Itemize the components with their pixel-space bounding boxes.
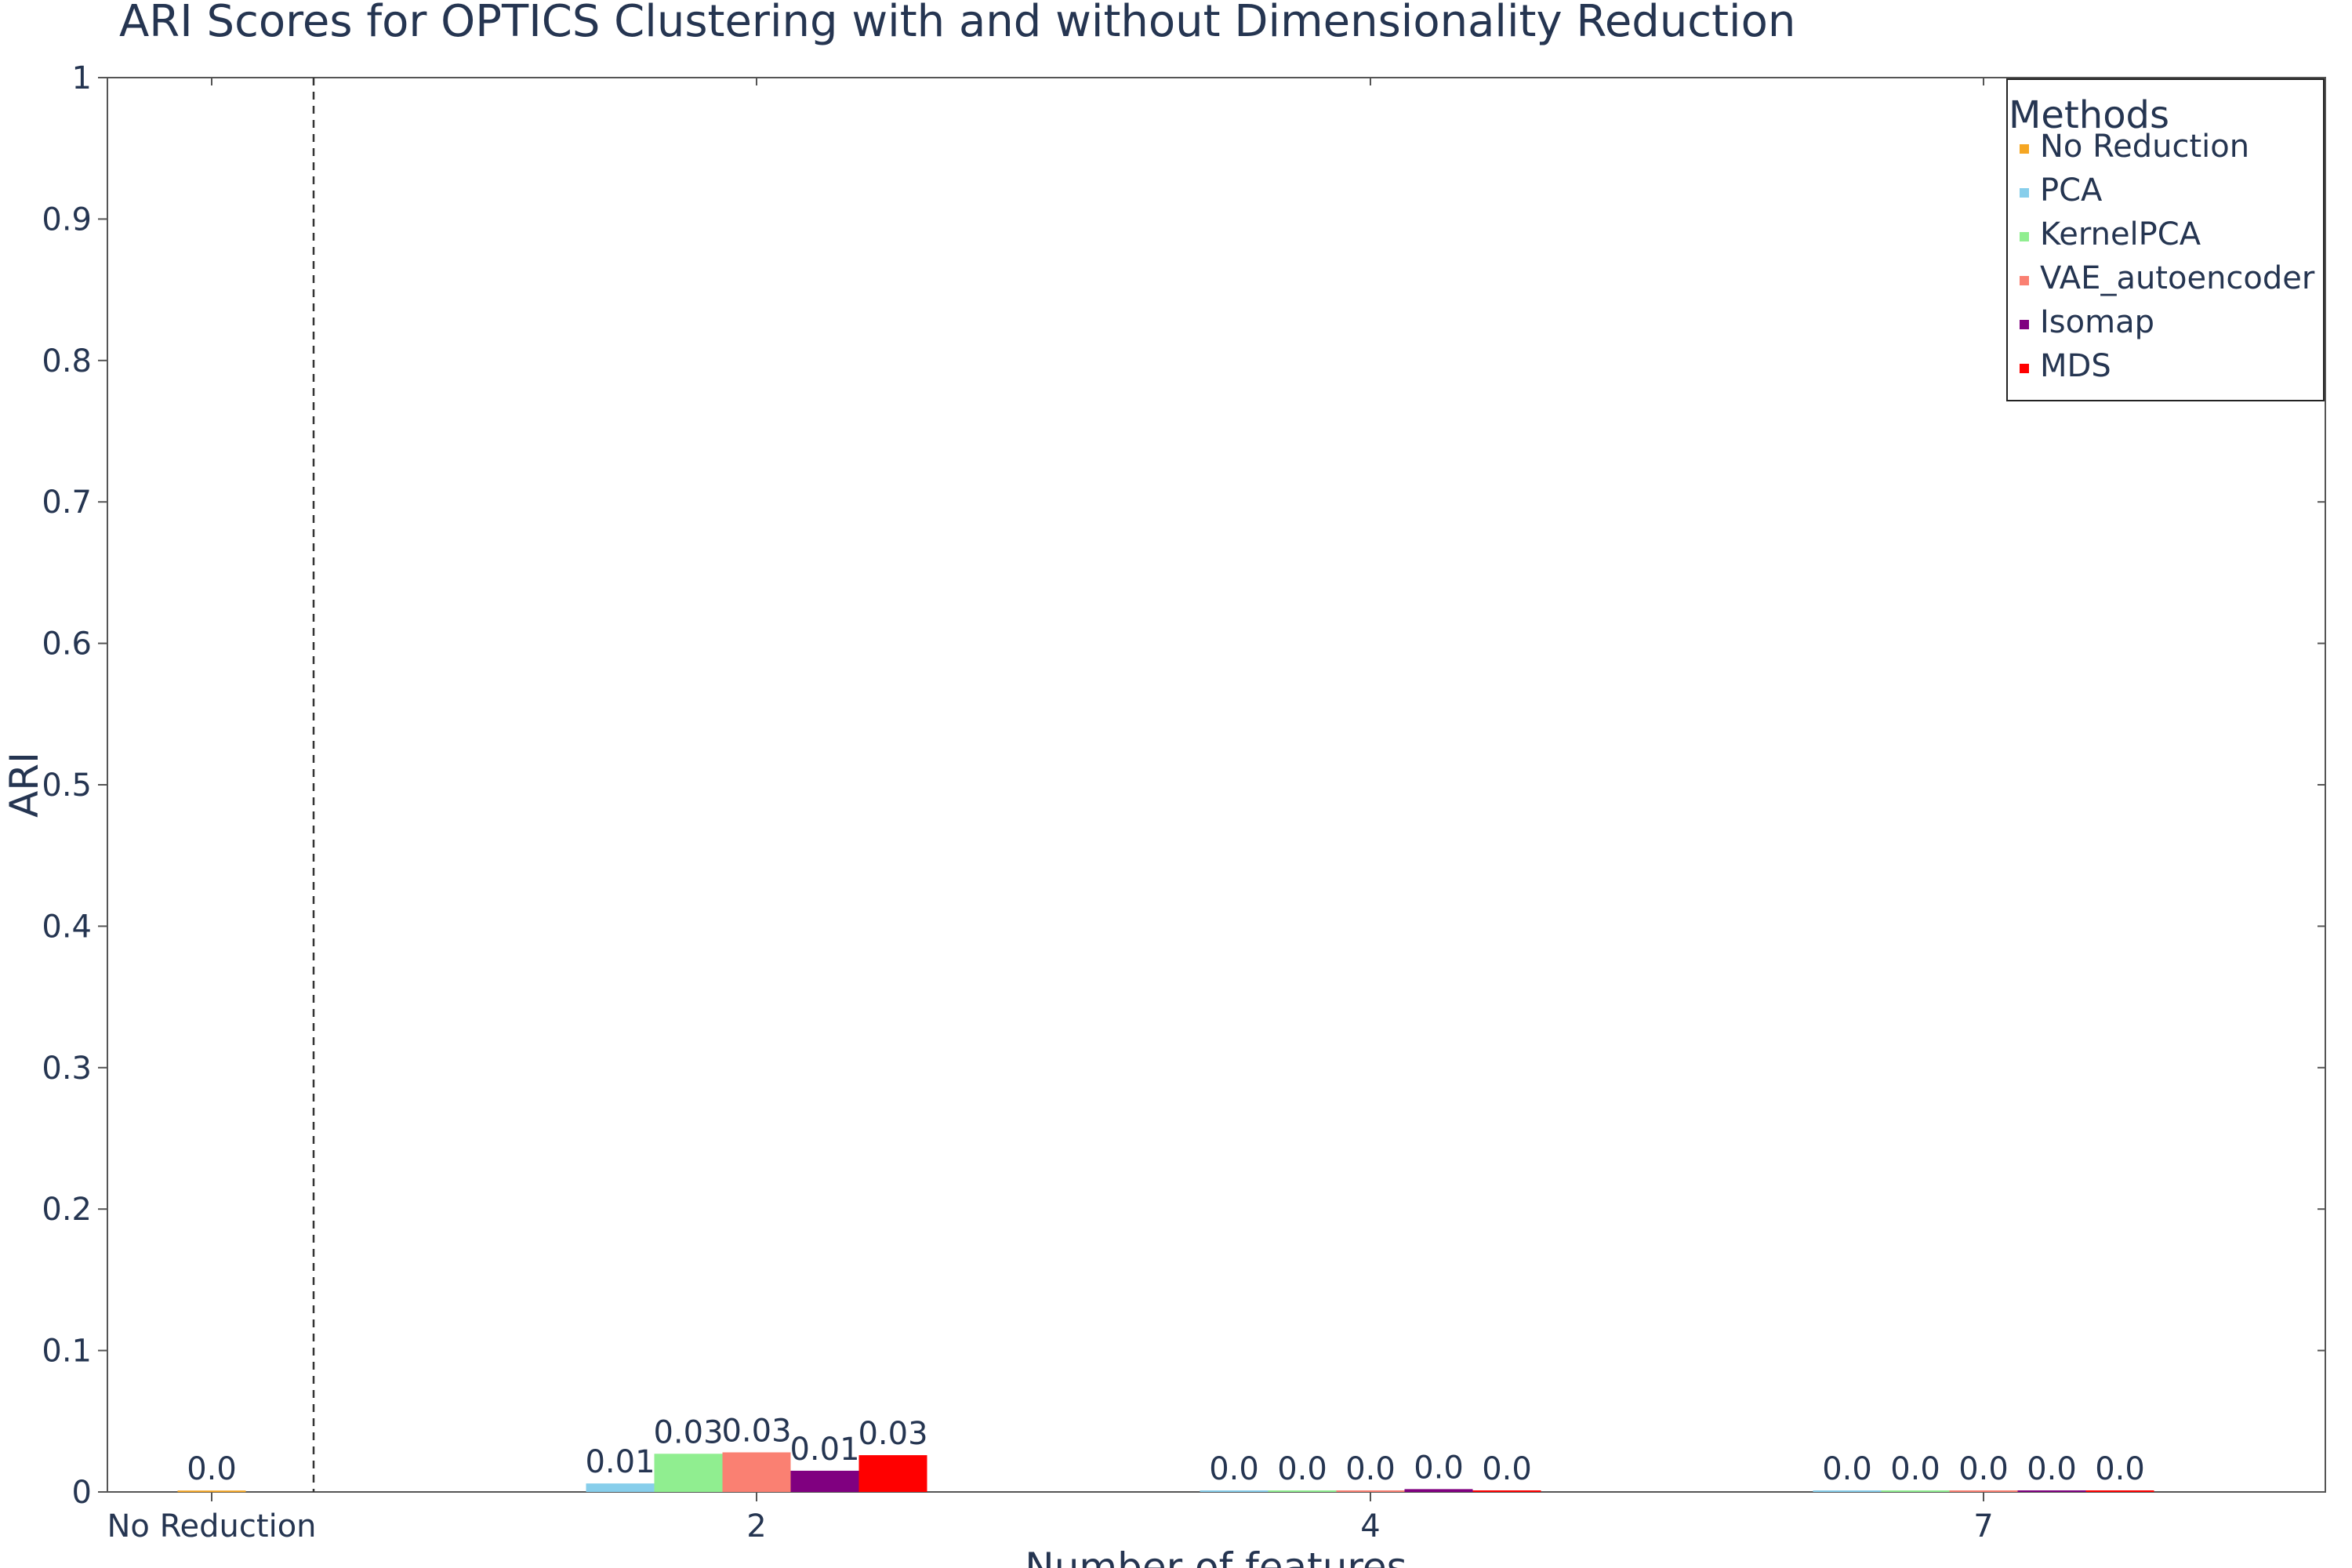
chart-title: ARI Scores for OPTICS Clustering with an… — [119, 0, 1795, 47]
legend-swatch — [2020, 144, 2029, 154]
bar-mds — [2085, 1490, 2154, 1492]
bar-no-reduction — [177, 1490, 246, 1493]
bar-label: 0.0 — [1958, 1451, 2009, 1487]
legend-title: Methods — [2009, 93, 2169, 137]
legend-swatch — [2020, 232, 2029, 241]
y-tick-label: 0.4 — [42, 909, 92, 945]
legend-label: Isomap — [2040, 304, 2154, 340]
legend-swatch — [2020, 276, 2029, 285]
legend-label: VAE_autoencoder — [2040, 260, 2315, 296]
legend-items: No Reduction PCA KernelPCA VAE_autoencoder I… — [2020, 129, 2315, 384]
bar-label: 0.0 — [187, 1451, 237, 1487]
bar-label: 0.03 — [858, 1416, 927, 1452]
bar-labels-group: 0.0 0.010.030.030.010.030.0 0.0 0.0 0.0 0.0 0.… — [187, 1413, 2145, 1487]
bar-pca — [1813, 1490, 1882, 1492]
bar-vae-autoencoder — [1336, 1490, 1405, 1492]
bar-kernelpca — [1881, 1490, 1950, 1492]
bar-label: 0.0 — [2027, 1451, 2077, 1487]
bar-isomap — [1404, 1489, 1473, 1492]
y-tick-label: 1 — [72, 60, 92, 96]
bar-isomap — [790, 1470, 859, 1492]
y-tick-label: 0.5 — [42, 768, 92, 804]
y-tick-label: 0.2 — [42, 1192, 92, 1228]
legend-label: MDS — [2040, 348, 2111, 384]
legend-label: PCA — [2040, 172, 2103, 209]
x-tick-label: 2 — [746, 1508, 766, 1544]
bar-label: 0.0 — [1822, 1451, 1872, 1487]
y-tick-label: 0.3 — [42, 1051, 92, 1087]
y-axis: 0 0.1 0.2 0.3 0.4 0.5 0.6 0.7 0.8 0.9 1 — [42, 60, 2325, 1511]
legend-box — [2006, 78, 2325, 401]
x-axis: No Reduction 2 4 7 — [107, 78, 1994, 1544]
legend-swatch — [2020, 320, 2029, 329]
x-tick-label: No Reduction — [107, 1508, 316, 1544]
bar-label: 0.01 — [585, 1444, 655, 1480]
bar-label: 0.0 — [1482, 1451, 1532, 1487]
plot-frame — [107, 77, 2326, 1493]
bar-vae-autoencoder — [722, 1452, 791, 1492]
bar-label: 0.0 — [1890, 1451, 1940, 1487]
bar-label: 0.03 — [721, 1413, 791, 1449]
bars-group — [177, 1452, 2154, 1493]
bar-label: 0.0 — [1209, 1451, 1259, 1487]
bar-pca — [1200, 1490, 1269, 1492]
bar-kernelpca — [1268, 1490, 1337, 1492]
y-tick-label: 0 — [72, 1475, 92, 1511]
bar-label: 0.0 — [1414, 1450, 1464, 1486]
x-axis-label: Number of features — [1025, 1544, 1406, 1568]
bar-label: 0.01 — [789, 1432, 859, 1468]
legend: Methods No Reduction PCA KernelPCA VAE_auto… — [2006, 78, 2325, 401]
y-tick-label: 0.9 — [42, 201, 92, 238]
legend-label: No Reduction — [2040, 129, 2249, 165]
bar-label: 0.03 — [653, 1414, 723, 1450]
legend-swatch — [2020, 188, 2029, 198]
bar-vae-autoencoder — [1949, 1490, 2018, 1492]
y-axis-label: ARI — [2, 752, 47, 818]
y-tick-label: 0.6 — [42, 626, 92, 662]
bar-kernelpca — [654, 1454, 723, 1492]
x-tick-label: 4 — [1360, 1508, 1380, 1544]
legend-swatch — [2020, 364, 2029, 373]
bar-mds — [858, 1455, 927, 1492]
bar-isomap — [2017, 1490, 2086, 1492]
bar-mds — [1472, 1490, 1541, 1492]
y-tick-label: 0.1 — [42, 1334, 92, 1370]
y-tick-label: 0.7 — [42, 485, 92, 521]
bar-label: 0.0 — [2095, 1451, 2145, 1487]
bar-pca — [586, 1483, 655, 1492]
x-tick-label: 7 — [1973, 1508, 1993, 1544]
legend-label: KernelPCA — [2040, 216, 2201, 252]
y-tick-label: 0.8 — [42, 343, 92, 379]
bar-label: 0.0 — [1345, 1451, 1396, 1487]
bar-label: 0.0 — [1277, 1451, 1327, 1487]
plot-area — [107, 77, 2326, 1493]
